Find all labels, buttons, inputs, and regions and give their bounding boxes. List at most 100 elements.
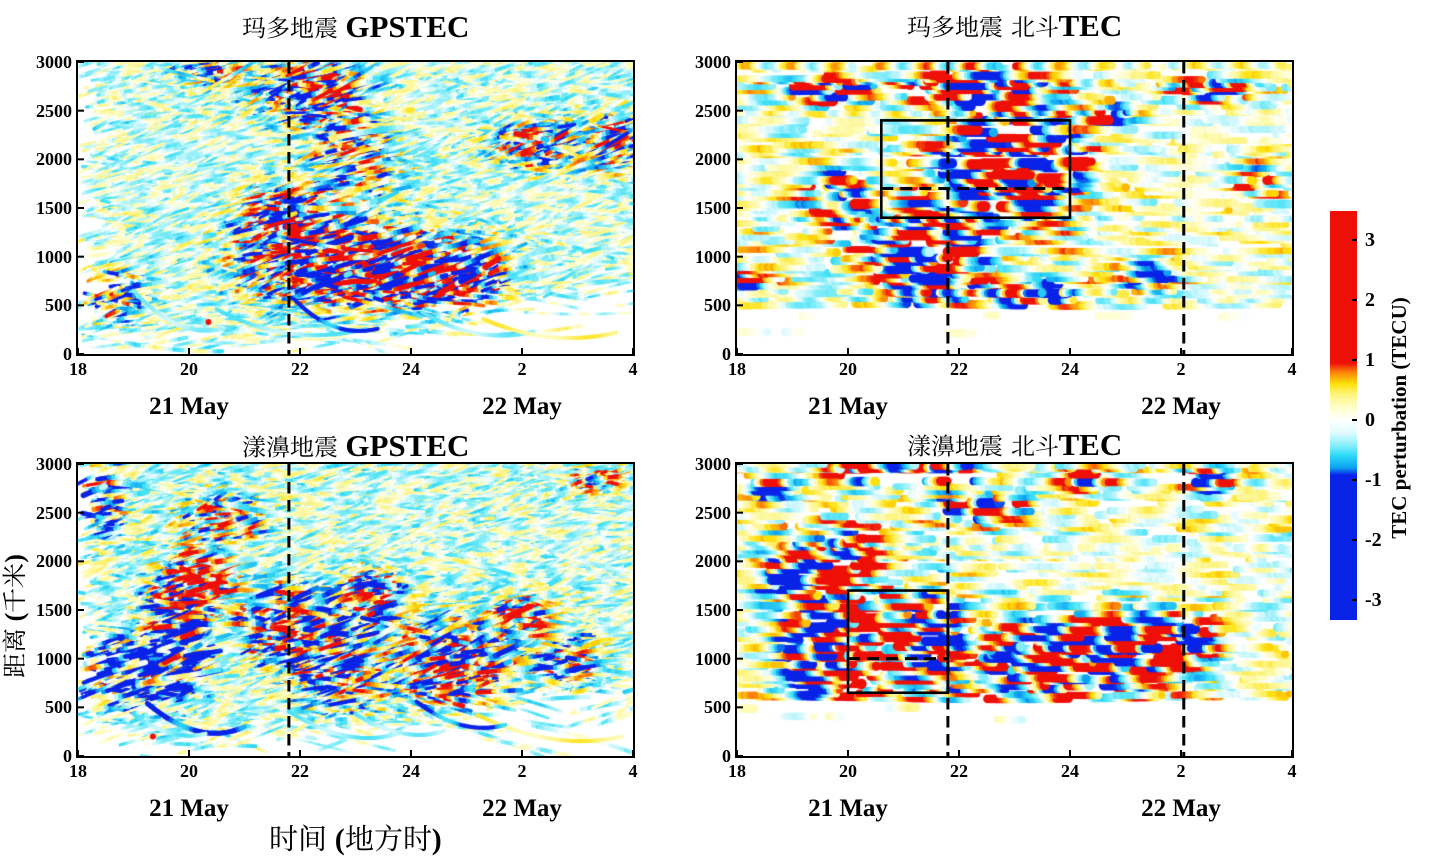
y-tick-label: 1000: [695, 246, 731, 267]
cjk-glyph: [979, 435, 1002, 457]
x-tick-label: 2: [517, 761, 527, 781]
y-tick-label: 2500: [695, 100, 731, 121]
cjk-text-run: [345, 824, 431, 852]
colorbar-tick-label: 2: [1365, 288, 1375, 311]
panel-title: GPSTEC: [78, 7, 633, 47]
x-tick-label: 18: [728, 359, 746, 379]
date-label: 22 May: [1141, 393, 1221, 420]
date-label: 21 May: [149, 393, 229, 420]
colorbar-tick-label: -3: [1365, 589, 1382, 612]
cjk-text-run-wrap: [345, 823, 432, 857]
x-axis-label: (): [78, 822, 633, 858]
cjk-glyph: [979, 16, 1002, 38]
cjk-glyph: [271, 825, 298, 852]
x-tick-label: 4: [1287, 359, 1297, 379]
panel-title: GPSTEC: [78, 426, 633, 466]
y-tick-label: 1000: [36, 648, 72, 669]
cjk-text-run: [1, 629, 25, 678]
cjk-text-run-wrap: [242, 9, 338, 45]
cjk-glyph: [405, 825, 431, 852]
colorbar-tick-label: -1: [1365, 469, 1382, 491]
cjk-glyph: [301, 824, 326, 852]
cjk-text-run: [1011, 434, 1058, 457]
x-tick-label: 20: [180, 761, 198, 781]
y-axis-label: (): [0, 536, 33, 696]
y-tick-label: 1500: [36, 600, 72, 620]
plot-frame-overlay: [76, 462, 635, 758]
x-tick-label: 22: [291, 761, 309, 781]
cjk-glyph: [242, 17, 265, 39]
plot-frame-overlay: [76, 60, 635, 356]
latin-text-run: TEC: [1058, 8, 1123, 43]
cjk-glyph: [1011, 16, 1034, 38]
latin-text-run: GPSTEC: [337, 428, 470, 463]
colorbar-tick-label: 3: [1365, 228, 1375, 251]
x-tick-label: 4: [628, 359, 638, 379]
cjk-text-run-wrap: [907, 8, 1003, 44]
x-tick-label: 24: [402, 359, 420, 379]
cjk-glyph: [1, 629, 25, 652]
y-tick-label: 2000: [695, 149, 731, 170]
y-tick-label: 2500: [695, 502, 731, 523]
highlight-region-box: [846, 589, 950, 695]
latin-text-run: ): [0, 554, 29, 563]
cjk-text-run: [271, 824, 326, 852]
y-tick-label: 1000: [695, 648, 731, 669]
heatmap-plot-area: [735, 60, 1294, 356]
x-tick-label: 24: [1061, 761, 1079, 781]
x-tick-label: 18: [69, 359, 87, 379]
y-tick-label: 500: [45, 295, 72, 316]
y-tick-label: 500: [704, 295, 731, 316]
cjk-text-run-wrap: [242, 428, 338, 464]
latin-text-run: (: [0, 612, 29, 628]
x-tick-label: 18: [728, 761, 746, 781]
x-tick-label: 2: [1176, 761, 1186, 781]
plot-border: [735, 60, 1294, 356]
x-tick-label: 22: [291, 359, 309, 379]
date-label: 22 May: [482, 393, 562, 420]
latin-text-run: GPSTEC: [337, 9, 470, 44]
cjk-glyph: [907, 434, 931, 457]
cjk-text-run-wrap: [0, 628, 30, 678]
colorbar-tick-label: -2: [1365, 529, 1382, 551]
cjk-glyph: [932, 16, 954, 38]
cjk-text-run: [907, 434, 1002, 457]
cjk-text-run-wrap: [1011, 427, 1059, 463]
plot-border: [76, 462, 635, 758]
latin-text-run: [1003, 8, 1011, 44]
y-tick-label: 2000: [36, 551, 72, 572]
y-tick-label: 0: [722, 344, 731, 364]
y-tick-label: 2500: [36, 100, 72, 121]
x-tick-label: 20: [180, 359, 198, 379]
colorbar-tick-label: 1: [1365, 348, 1375, 371]
x-tick-label: 20: [839, 359, 857, 379]
latin-text-run: ): [431, 823, 442, 856]
x-tick-label: 4: [628, 761, 638, 781]
cjk-glyph: [375, 824, 402, 852]
x-tick-label: 24: [402, 761, 420, 781]
cjk-glyph: [266, 435, 289, 458]
y-tick-label: 1000: [36, 246, 72, 267]
plot-frame-overlay: [735, 60, 1294, 356]
cjk-glyph: [2, 588, 25, 612]
latin-text-run: [1003, 427, 1011, 463]
cjk-glyph: [345, 824, 373, 851]
colorbar-title: TEC perturbation (TECU): [1387, 297, 1411, 539]
cjk-glyph: [267, 17, 289, 39]
cjk-glyph: [955, 15, 978, 38]
y-tick-label: 0: [722, 746, 731, 766]
cjk-glyph: [1035, 15, 1058, 38]
y-tick-label: 0: [63, 746, 72, 766]
cjk-text-run-wrap: [269, 823, 327, 857]
latin-text-run: (: [327, 823, 345, 856]
x-tick-label: 2: [517, 359, 527, 379]
cjk-glyph: [931, 434, 955, 457]
cjk-glyph: [242, 435, 265, 458]
plot-frame-overlay: [735, 462, 1294, 758]
y-tick-label: 0: [63, 344, 72, 364]
y-tick-label: 1500: [695, 600, 731, 620]
y-tick-label: 500: [704, 697, 731, 718]
cjk-glyph: [955, 434, 978, 457]
y-tick-label: 500: [45, 697, 72, 718]
